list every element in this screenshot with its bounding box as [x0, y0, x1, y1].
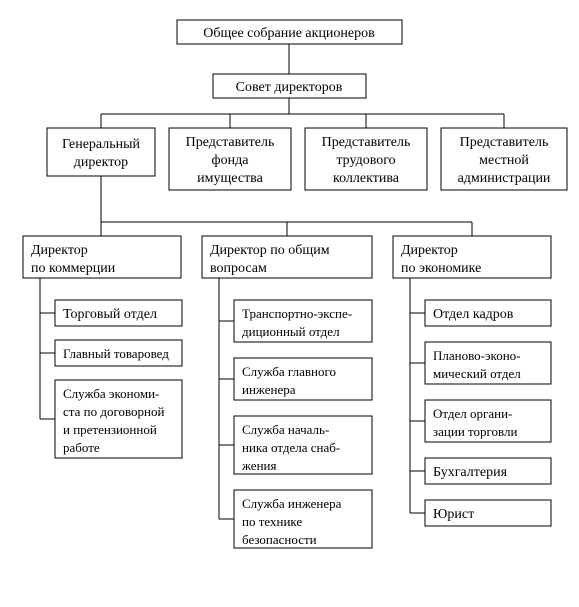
org-chart-node-label: Бухгалтерия: [433, 465, 508, 480]
org-chart-node-label: Совет директоров: [236, 80, 343, 95]
org-chart-node-label: Представитель: [186, 135, 275, 150]
org-chart-node: Совет директоров: [213, 74, 366, 98]
org-chart-node-label: Планово-эконо-: [433, 348, 521, 363]
org-chart-node: Служба началь-ника отдела снаб-жения: [234, 416, 372, 474]
org-chart-node-label: Служба началь-: [242, 422, 329, 437]
org-chart-node: Общее собрание акционеров: [177, 20, 402, 44]
org-chart-node-label: по коммерции: [31, 261, 116, 276]
org-chart-node: Главный товаровед: [55, 340, 182, 366]
org-chart-node-label: Служба инженера: [242, 496, 342, 511]
org-chart-node: Юрист: [425, 500, 551, 526]
org-chart-node-label: Представитель: [460, 135, 549, 150]
org-chart-node: Отдел органи-зации торговли: [425, 400, 551, 442]
org-chart-node: Планово-эконо-мический отдел: [425, 342, 551, 384]
org-chart-node-label: ника отдела снаб-: [242, 440, 340, 455]
org-chart-node-label: вопросам: [210, 261, 267, 276]
org-chart-node-label: Служба главного: [242, 364, 336, 379]
org-chart-node-label: Юрист: [433, 507, 474, 522]
org-chart-node-label: Директор по общим: [210, 243, 330, 258]
org-chart-node: Директор по экономике: [393, 236, 551, 278]
org-chart-node-label: администрации: [458, 171, 551, 186]
org-chart-node-label: Служба экономи-: [63, 386, 159, 401]
org-chart-node-label: диционный отдел: [242, 324, 340, 339]
org-chart-node-label: Торговый отдел: [63, 307, 157, 322]
org-chart-node: Бухгалтерия: [425, 458, 551, 484]
org-chart-node-label: зации торговли: [433, 424, 517, 439]
org-chart-node-label: Отдел кадров: [433, 307, 514, 322]
org-chart-node-label: трудового: [336, 153, 395, 168]
org-chart-node-label: Директор: [401, 243, 458, 258]
org-chart-node-label: Представитель: [322, 135, 411, 150]
org-chart-node-label: имущества: [197, 171, 263, 186]
org-chart-node-label: директор: [74, 155, 128, 170]
org-chart-node-label: Транспортно-экспе-: [242, 306, 352, 321]
org-chart-node-label: местной: [479, 153, 529, 168]
org-chart-node-label: инженера: [242, 382, 296, 397]
org-chart-node-label: Директор: [31, 243, 88, 258]
org-chart-node: Служба инженера по технике безопасности: [234, 490, 372, 548]
org-chart-node: Директор по коммерции: [23, 236, 181, 278]
org-chart-node: Генеральный директор: [47, 128, 155, 176]
org-chart: Общее собрание акционеров Совет директоро…: [0, 0, 579, 607]
org-chart-node-label: Генеральный: [62, 137, 141, 152]
org-chart-node: Отдел кадров: [425, 300, 551, 326]
org-chart-node-label: безопасности: [242, 532, 317, 547]
org-chart-node: Представитель местной администрации: [441, 128, 567, 190]
org-chart-node: Торговый отдел: [55, 300, 182, 326]
org-chart-node: Представитель трудового коллектива: [305, 128, 427, 190]
org-chart-node-label: работе: [63, 440, 100, 455]
org-chart-node-label: мический отдел: [433, 366, 521, 381]
org-chart-node-label: ста по договорной: [63, 404, 164, 419]
org-chart-node-label: по технике: [242, 514, 302, 529]
org-chart-node: Представитель фонда имущества: [169, 128, 291, 190]
org-chart-node-label: Отдел органи-: [433, 406, 512, 421]
org-chart-node: Директор по общим вопросам: [202, 236, 372, 278]
org-chart-node: Служба экономи-ста по договорной и претен…: [55, 380, 182, 458]
org-chart-node-label: по экономике: [401, 261, 481, 276]
org-chart-node: Транспортно-экспе-диционный отдел: [234, 300, 372, 342]
org-chart-node-label: фонда: [212, 153, 250, 168]
org-chart-node-label: Главный товаровед: [63, 346, 169, 361]
org-chart-node-label: Общее собрание акционеров: [203, 26, 375, 41]
org-chart-node-label: и претензионной: [63, 422, 157, 437]
org-chart-node-label: коллектива: [333, 171, 400, 186]
org-chart-node: Служба главного инженера: [234, 358, 372, 400]
org-chart-node-label: жения: [241, 458, 276, 473]
